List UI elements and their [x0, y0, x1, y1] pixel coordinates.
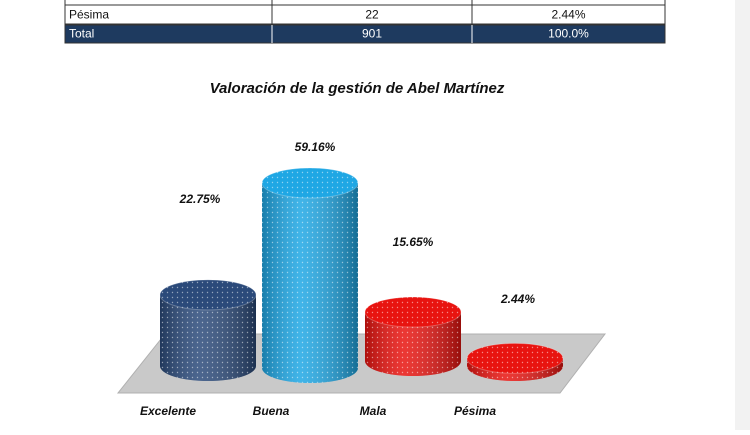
x-tick-label: Buena: [253, 404, 290, 418]
table-cell: 15.65%: [548, 0, 589, 3]
table-cell: 100.0%: [548, 27, 589, 41]
data-label: 22.75%: [179, 192, 221, 206]
table-row: [64, 4, 666, 25]
cylinder-top-dots: [365, 297, 461, 328]
table-cell: Mala: [69, 0, 95, 3]
plot-area: 22.75% Excelente 59.16% Buena 15.65% Mala 2.44…: [140, 140, 564, 418]
chart-title: Valoración de la gestión de Abel Martíne…: [210, 80, 505, 97]
data-label: 2.44%: [500, 292, 535, 306]
cylinder-top-dots: [467, 343, 563, 374]
x-tick-label: Pésima: [454, 404, 496, 418]
cylinder-dots: [160, 294, 256, 381]
data-label: 15.65%: [393, 235, 434, 249]
table-cell: 901: [362, 27, 382, 41]
table-cell: Total: [69, 27, 94, 41]
cylinder-top-dots: [160, 279, 256, 310]
cylinder-dots: [262, 183, 358, 383]
data-label: 59.16%: [295, 140, 336, 154]
page-edge: [735, 0, 750, 430]
table-cell: Pésima: [69, 8, 109, 22]
cylinder-top-dots: [262, 168, 358, 198]
table-cell: 22: [365, 8, 379, 22]
table-row: [64, 24, 666, 44]
cylinder-dots: [365, 312, 461, 376]
table-cell: 141: [362, 0, 382, 3]
x-tick-label: Mala: [360, 404, 387, 418]
x-tick-label: Excelente: [140, 404, 196, 418]
table-cell: 2.44%: [551, 8, 585, 22]
table: Mala 141 15.65% Pésima 22 2.44% Total 901 100.0%: [64, 0, 666, 44]
